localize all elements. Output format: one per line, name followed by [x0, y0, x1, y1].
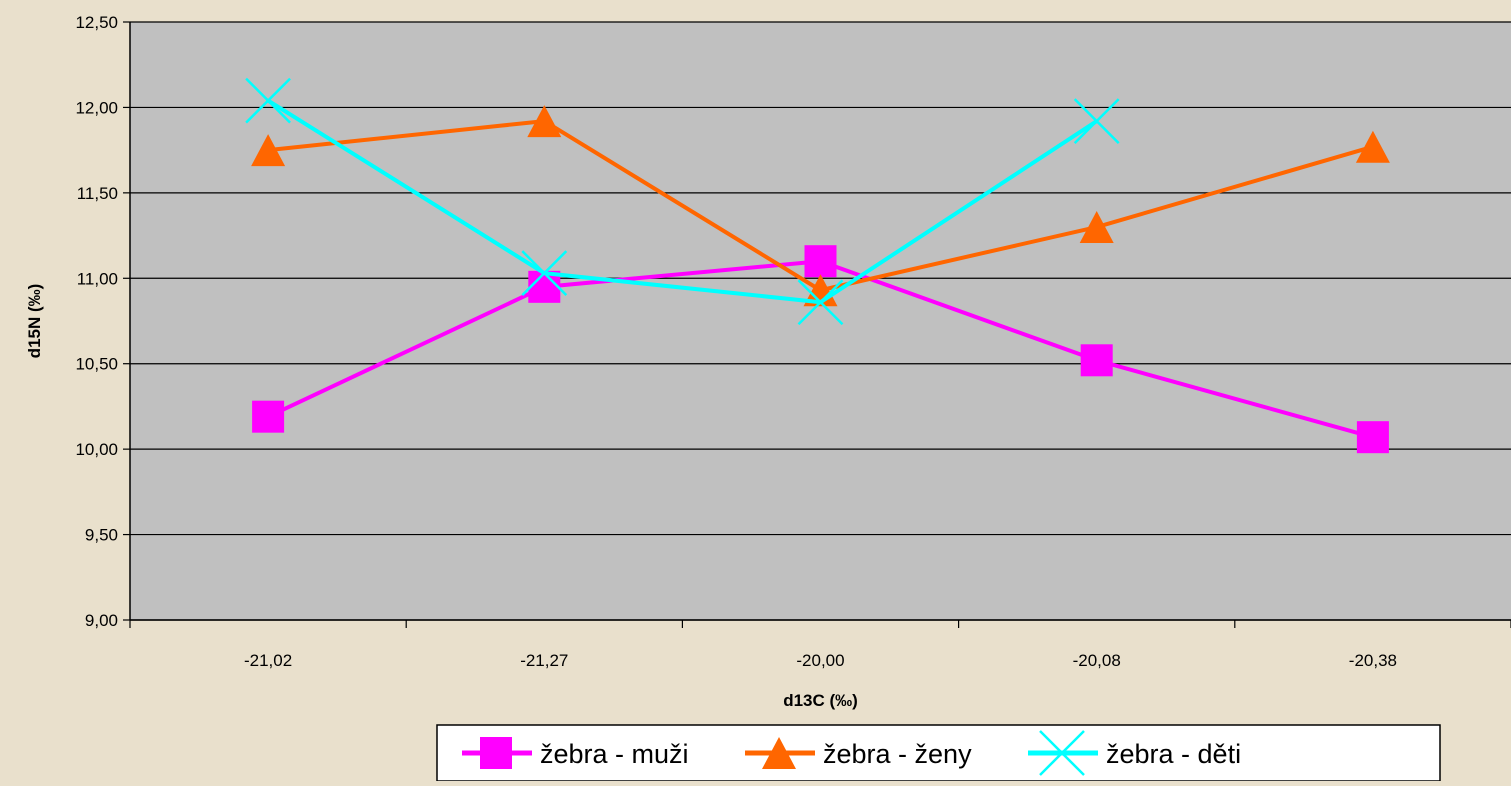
- series-line: [267, 98, 1098, 305]
- x-tick-label: -20,38: [1349, 651, 1397, 670]
- y-tick-label: 9,50: [85, 526, 118, 545]
- y-tick-label: 10,00: [75, 440, 118, 459]
- x-axis-ticks: -21,02 -21,27 -20,00 -20,08 -20,38: [129, 620, 1511, 670]
- y-tick-label: 12,00: [75, 98, 118, 117]
- y-tick-label: 12,50: [75, 13, 118, 32]
- legend-marker: [480, 737, 512, 769]
- y-axis-ticks: 9,00 9,50 10,00 10,50 11,00 11,50 12,00 12,50: [75, 13, 130, 630]
- data-point: [251, 134, 286, 167]
- x-tick-label: -21,27: [520, 651, 568, 670]
- data-point: [527, 105, 562, 138]
- legend-item: žebra - děti: [1028, 730, 1241, 776]
- series-0: [252, 245, 1389, 454]
- legend-box: [436, 724, 1441, 782]
- x-tick-label: -21,02: [244, 651, 292, 670]
- data-point: [252, 400, 285, 433]
- legend-label: žebra - muži: [540, 739, 689, 769]
- x-tick-label: -20,08: [1073, 651, 1121, 670]
- y-tick-label: 9,00: [85, 611, 118, 630]
- data-point: [1356, 421, 1389, 454]
- data-point: [245, 77, 291, 124]
- legend-item: žebra - muži: [462, 737, 689, 769]
- data-point: [1355, 130, 1390, 163]
- y-tick-label: 11,00: [77, 269, 118, 288]
- data-point: [1080, 344, 1113, 377]
- legend-marker: [762, 737, 796, 769]
- y-axis-title: d15N (‰): [25, 284, 44, 359]
- data-point: [804, 245, 837, 278]
- x-tick-label: -20,00: [796, 651, 844, 670]
- axes: [129, 22, 1511, 621]
- legend-marker: [1039, 730, 1085, 776]
- series: [245, 77, 1390, 454]
- y-tick-label: 10,50: [75, 355, 118, 374]
- plot-area: [130, 22, 1511, 620]
- legend-label: žebra - děti: [1106, 739, 1241, 769]
- legend-label: žebra - ženy: [823, 739, 972, 769]
- data-point: [1073, 98, 1120, 144]
- legend: žebra - muži žebra - ženy žebra - děti: [436, 724, 1441, 782]
- data-point: [797, 279, 844, 326]
- data-point: [521, 250, 568, 297]
- x-axis-title: d13C (‰): [783, 691, 858, 710]
- legend-item: žebra - ženy: [745, 737, 972, 769]
- y-tick-label: 11,50: [77, 184, 118, 203]
- series-1: [251, 105, 1390, 307]
- data-point: [1079, 211, 1114, 244]
- series-2: [245, 77, 1120, 326]
